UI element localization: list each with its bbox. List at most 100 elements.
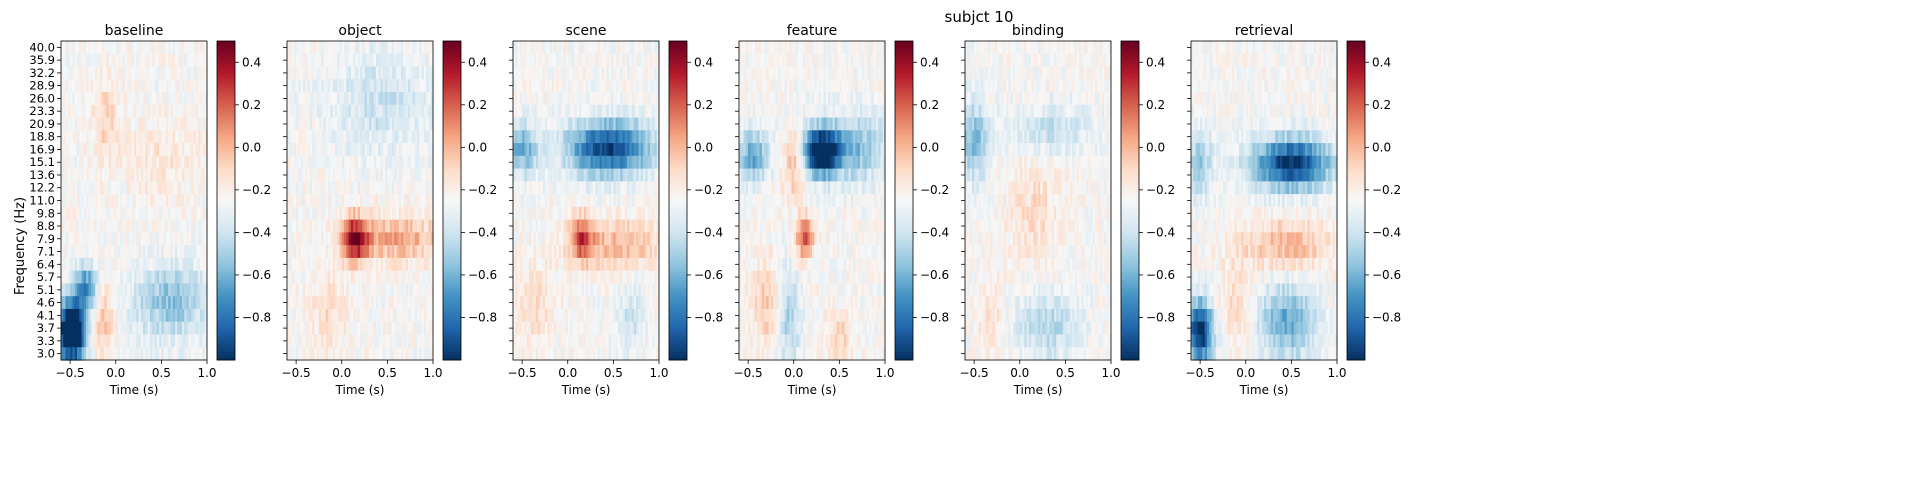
heatmap-cell	[371, 232, 375, 246]
heatmap-cell	[606, 245, 610, 259]
heatmap-cell	[179, 206, 183, 221]
heatmap-cell	[617, 232, 621, 246]
heatmap-cell	[549, 92, 553, 106]
heatmap-cell	[99, 219, 103, 233]
heatmap-cell	[394, 130, 398, 144]
heatmap-cell	[579, 143, 583, 157]
heatmap-cell	[519, 206, 523, 221]
heatmap-cell	[371, 104, 375, 119]
heatmap-cell	[620, 53, 624, 68]
heatmap-cell	[83, 41, 87, 55]
heatmap-cell	[421, 117, 425, 131]
heatmap-cell	[378, 66, 382, 80]
heatmap-cell	[159, 104, 162, 119]
heatmap-cell	[385, 66, 388, 80]
heatmap-cell	[293, 104, 297, 119]
heatmap-cell	[111, 232, 115, 246]
heatmap-cell	[325, 130, 329, 144]
heatmap-cell	[108, 41, 112, 55]
heatmap-cell	[412, 283, 416, 297]
heatmap-cell	[188, 117, 192, 131]
y-tick-label: 5.7	[37, 270, 55, 284]
heatmap-cell	[627, 104, 630, 119]
heatmap-cell	[195, 181, 199, 195]
heatmap-cell	[633, 283, 637, 297]
heatmap-cell	[629, 117, 633, 131]
heatmap-cell	[86, 66, 89, 80]
heatmap-cell	[423, 308, 427, 323]
heatmap-cell	[289, 321, 293, 336]
heatmap-cell	[558, 117, 562, 131]
heatmap-cell	[136, 257, 140, 272]
heatmap-cell	[156, 168, 160, 182]
heatmap-cell	[95, 194, 99, 208]
heatmap-cell	[204, 79, 208, 93]
heatmap-cell	[197, 155, 201, 170]
heatmap-cell	[350, 219, 354, 233]
heatmap-cell	[649, 155, 653, 170]
heatmap-cell	[579, 181, 583, 195]
heatmap-cell	[371, 270, 375, 285]
heatmap-cell	[184, 104, 188, 119]
heatmap-cell	[334, 283, 338, 297]
heatmap-cell	[560, 66, 564, 80]
heatmap-cell	[407, 232, 411, 246]
heatmap-cell	[362, 257, 366, 272]
heatmap-cell	[423, 104, 427, 119]
heatmap-cell	[302, 181, 306, 195]
heatmap-cell	[316, 130, 320, 144]
heatmap-cell	[291, 321, 295, 336]
heatmap-cell	[323, 143, 327, 157]
heatmap-cell	[391, 232, 395, 246]
heatmap-cell	[202, 334, 206, 348]
heatmap-cell	[601, 219, 605, 233]
heatmap-cell	[95, 104, 99, 119]
heatmap-cell	[611, 308, 614, 323]
heatmap-cell	[604, 104, 608, 119]
heatmap-cell	[355, 206, 359, 221]
heatmap-cell	[302, 206, 306, 221]
heatmap-cell	[353, 104, 357, 119]
heatmap-cell	[586, 245, 589, 259]
heatmap-cell	[184, 130, 188, 144]
heatmap-cell	[341, 296, 345, 310]
heatmap-cell	[346, 296, 350, 310]
heatmap-cell	[428, 130, 432, 144]
heatmap-cell	[291, 232, 295, 246]
heatmap-cell	[339, 181, 343, 195]
heatmap-cell	[652, 245, 656, 259]
heatmap-cell	[604, 232, 608, 246]
colorbar-segment	[217, 187, 235, 191]
colorbar-segment	[217, 110, 235, 114]
heatmap-cell	[353, 92, 357, 106]
colorbar-segment	[217, 264, 235, 268]
heatmap-cell	[426, 283, 430, 297]
heatmap-cell	[104, 181, 108, 195]
heatmap-cell	[387, 347, 391, 361]
heatmap-cell	[515, 219, 519, 233]
heatmap-cell	[81, 321, 85, 336]
heatmap-cell	[398, 232, 402, 246]
heatmap-cell	[428, 270, 432, 285]
heatmap-cell	[572, 168, 576, 182]
heatmap-cell	[608, 232, 612, 246]
heatmap-cell	[86, 347, 89, 361]
heatmap-cell	[540, 117, 544, 131]
heatmap-cell	[649, 66, 653, 80]
heatmap-cell	[332, 270, 336, 285]
heatmap-cell	[371, 66, 375, 80]
heatmap-cell	[122, 181, 126, 195]
heatmap-cell	[163, 130, 167, 144]
heatmap-cell	[95, 53, 99, 68]
heatmap-cell	[531, 206, 535, 221]
heatmap-cell	[419, 206, 423, 221]
heatmap-cell	[152, 257, 156, 272]
heatmap-cell	[307, 104, 311, 119]
colorbar-segment	[217, 62, 235, 66]
heatmap-cell	[560, 41, 564, 55]
heatmap-cell	[350, 130, 354, 144]
heatmap-cell	[321, 79, 325, 93]
heatmap-cell	[181, 270, 185, 285]
heatmap-cell	[309, 92, 313, 106]
heatmap-cell	[652, 155, 656, 170]
